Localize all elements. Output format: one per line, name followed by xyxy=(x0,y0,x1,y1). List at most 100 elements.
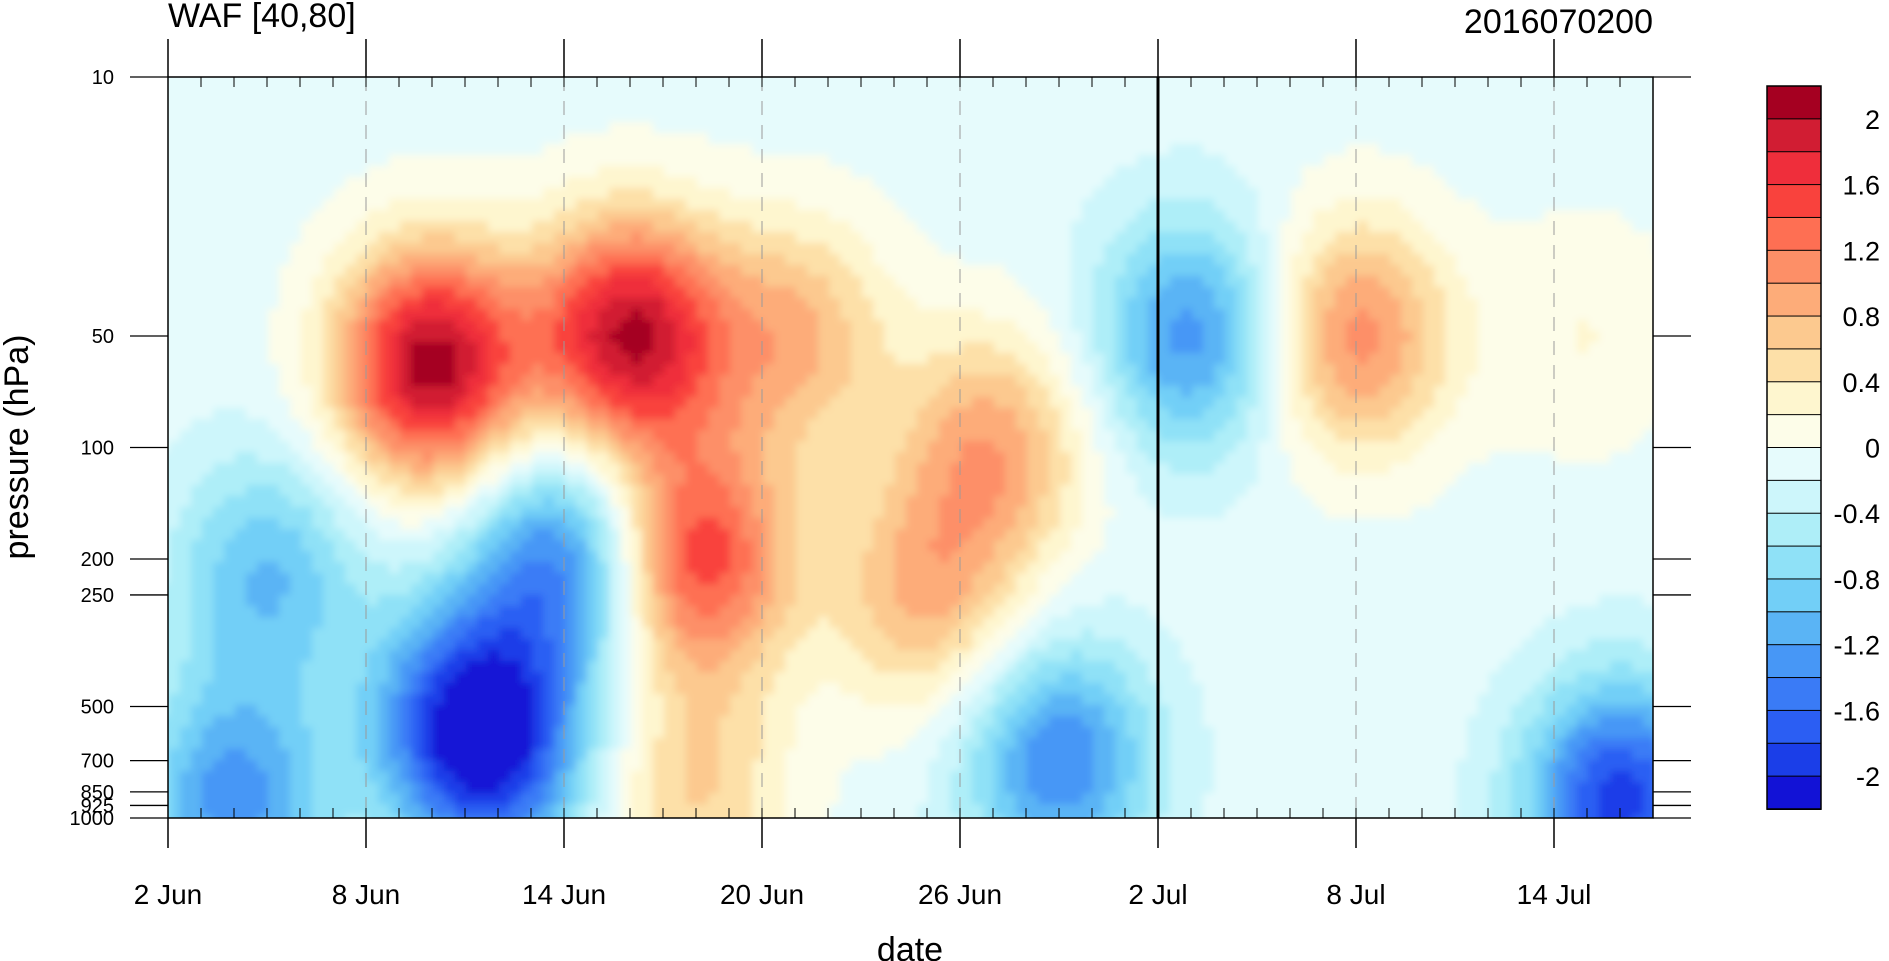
field-cell xyxy=(1225,100,1237,112)
field-cell xyxy=(345,133,357,145)
field-cell xyxy=(1071,78,1083,90)
field-cell xyxy=(1522,342,1534,354)
field-cell xyxy=(818,452,830,464)
field-cell xyxy=(1005,78,1017,90)
field-cell xyxy=(1115,122,1127,134)
field-cell xyxy=(499,276,511,288)
field-cell xyxy=(576,364,588,376)
field-cell xyxy=(730,375,742,387)
field-cell xyxy=(796,441,808,453)
field-cell xyxy=(1555,133,1567,145)
field-cell xyxy=(675,342,687,354)
field-cell xyxy=(1445,144,1457,156)
field-cell xyxy=(1467,111,1479,123)
field-cell xyxy=(323,78,335,90)
field-cell xyxy=(345,375,357,387)
field-cell xyxy=(1005,254,1017,266)
field-cell xyxy=(521,155,533,167)
field-cell xyxy=(631,232,643,244)
field-cell xyxy=(312,408,324,420)
field-cell xyxy=(719,287,731,299)
field-cell xyxy=(422,408,434,420)
field-cell xyxy=(576,199,588,211)
field-cell xyxy=(983,111,995,123)
field-cell xyxy=(1115,232,1127,244)
field-cell xyxy=(1324,232,1336,244)
field-cell xyxy=(334,199,346,211)
field-cell xyxy=(1478,89,1490,101)
field-cell xyxy=(895,320,907,332)
field-cell xyxy=(972,254,984,266)
field-cell xyxy=(422,265,434,277)
field-cell xyxy=(1269,254,1281,266)
field-cell xyxy=(1269,309,1281,321)
field-cell xyxy=(455,386,467,398)
field-cell xyxy=(1522,243,1534,255)
field-cell xyxy=(587,111,599,123)
field-cell xyxy=(1456,397,1468,409)
field-cell xyxy=(1346,276,1358,288)
field-cell xyxy=(367,254,379,266)
field-cell xyxy=(1038,452,1050,464)
field-cell xyxy=(411,265,423,277)
field-cell xyxy=(1071,298,1083,310)
field-cell xyxy=(697,177,709,189)
field-cell xyxy=(400,364,412,376)
field-cell xyxy=(1390,155,1402,167)
field-cell xyxy=(510,287,522,299)
field-cell xyxy=(1357,375,1369,387)
field-cell xyxy=(488,342,500,354)
field-cell xyxy=(1401,199,1413,211)
field-cell xyxy=(1115,276,1127,288)
field-cell xyxy=(169,331,181,343)
field-cell xyxy=(422,133,434,145)
field-cell xyxy=(1302,100,1314,112)
field-cell xyxy=(499,232,511,244)
field-cell xyxy=(1467,386,1479,398)
field-cell xyxy=(1478,133,1490,145)
field-cell xyxy=(653,188,665,200)
field-cell xyxy=(1643,353,1653,365)
field-cell xyxy=(1159,100,1171,112)
field-cell xyxy=(939,452,951,464)
field-cell xyxy=(1500,298,1512,310)
field-cell xyxy=(268,265,280,277)
field-cell xyxy=(1104,408,1116,420)
field-cell xyxy=(1379,375,1391,387)
field-cell xyxy=(224,364,236,376)
field-cell xyxy=(719,100,731,112)
field-cell xyxy=(631,320,643,332)
field-cell xyxy=(1313,133,1325,145)
field-cell xyxy=(1489,309,1501,321)
field-cell xyxy=(180,386,192,398)
field-cell xyxy=(1544,331,1556,343)
field-cell xyxy=(1379,221,1391,233)
field-cell xyxy=(356,331,368,343)
field-cell xyxy=(1060,100,1072,112)
field-cell xyxy=(1258,166,1270,178)
field-cell xyxy=(840,210,852,222)
field-cell xyxy=(334,166,346,178)
field-cell xyxy=(499,353,511,365)
field-cell xyxy=(378,155,390,167)
field-cell xyxy=(169,309,181,321)
field-cell xyxy=(1181,144,1193,156)
field-cell xyxy=(290,100,302,112)
field-cell xyxy=(1335,298,1347,310)
field-cell xyxy=(807,320,819,332)
field-cell xyxy=(1082,298,1094,310)
field-cell xyxy=(1071,254,1083,266)
field-cell xyxy=(1368,430,1380,442)
field-cell xyxy=(1049,254,1061,266)
field-cell xyxy=(191,254,203,266)
field-cell xyxy=(730,397,742,409)
field-cell xyxy=(1511,177,1523,189)
field-cell xyxy=(1137,353,1149,365)
field-cell xyxy=(301,386,313,398)
field-cell xyxy=(224,408,236,420)
field-cell xyxy=(356,232,368,244)
field-cell xyxy=(422,122,434,134)
field-cell xyxy=(939,441,951,453)
field-cell xyxy=(609,265,621,277)
field-cell xyxy=(499,342,511,354)
